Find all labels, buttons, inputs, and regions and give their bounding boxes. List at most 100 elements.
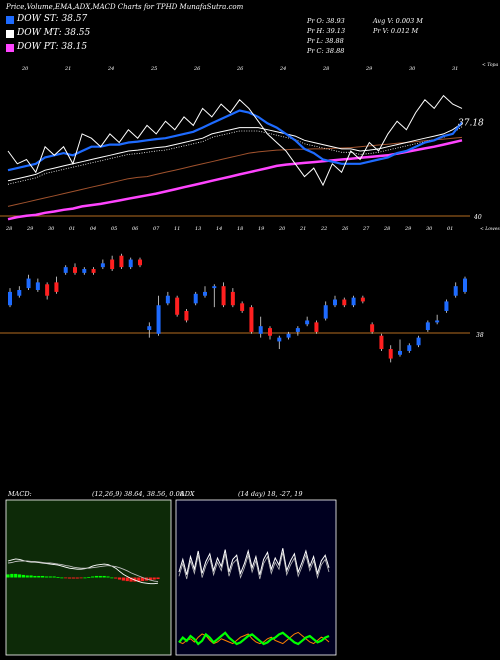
candle-body (193, 293, 198, 304)
top-date-label: 28 (322, 66, 329, 72)
bottom-date-label: 20 (278, 226, 286, 232)
macd-histogram-bar (37, 575, 41, 578)
top-date-label: 30 (409, 66, 416, 72)
candle-body (398, 350, 402, 355)
candle-body (165, 295, 170, 304)
adx-panel: ADX (14 day) 18, -27, 19 (175, 490, 337, 656)
macd-histogram-bar (52, 576, 56, 578)
top-date-label: 26 (193, 66, 201, 72)
candle-body (388, 349, 393, 359)
candle-body (360, 297, 365, 302)
bottom-date-label: 13 (195, 226, 201, 232)
bottom-date-label: 29 (404, 226, 412, 232)
macd-label: MACD: (7, 490, 32, 498)
macd-histogram-bar (64, 577, 68, 579)
candle-body (463, 278, 467, 292)
macd-histogram-bar (14, 573, 18, 578)
bottom-date-label: 22 (320, 226, 327, 232)
candle-body (147, 326, 152, 330)
candle-body (351, 297, 356, 306)
candle-body (333, 299, 337, 306)
candle-body (119, 255, 124, 268)
candle-body (138, 259, 142, 266)
bottom-date-label: 27 (362, 226, 370, 232)
macd-histogram-bar (102, 575, 106, 578)
candle-body (277, 337, 282, 342)
macd-histogram-bar (110, 577, 114, 579)
macd-histogram-bar (152, 577, 156, 580)
adx-di-plus-line (178, 631, 330, 646)
adx-line-shadow (178, 552, 330, 580)
macd-histogram-bar (71, 577, 75, 579)
macd-histogram-bar (137, 577, 141, 582)
macd-histogram-bar (117, 577, 122, 580)
candle-body (342, 299, 347, 306)
stat-avg-volume: Avg V: 0.003 M (373, 17, 423, 25)
macd-histogram-bar (10, 573, 14, 578)
macd-histogram-bar (25, 575, 29, 578)
macd-histogram-bar (133, 577, 137, 582)
candle-body (305, 320, 310, 325)
macd-histogram-bar (91, 576, 95, 578)
top-date-label: 25 (150, 66, 157, 72)
bottom-right-label: < Lowesa (480, 226, 500, 232)
bottom-date-label: 28 (383, 226, 390, 232)
candle-body (425, 322, 430, 330)
candle-body (17, 290, 22, 296)
macd-histogram-bar (67, 577, 72, 579)
stat-high: Pr H: 39.13 (307, 27, 346, 35)
top-date-label: 29 (365, 66, 373, 72)
candle-body (370, 324, 375, 332)
legend-label-mt: DOW MT: 38.55 (17, 28, 91, 38)
macd-histogram-bar (129, 577, 133, 582)
macd-line (7, 558, 159, 585)
bottom-date-label: 06 (132, 226, 139, 232)
macd-histogram-bar (33, 575, 37, 578)
candle-body (212, 286, 217, 289)
bottom-date-label: 29 (26, 226, 34, 232)
legend-swatch-pt (6, 44, 14, 52)
price-level-label: 40 (473, 214, 482, 221)
candle-body (379, 335, 384, 350)
top-right-label: < Topa (482, 62, 498, 68)
legend-label-st: DOW ST: 38.57 (17, 14, 88, 24)
macd-histogram-bar (21, 574, 25, 578)
macd-histogram-bar (17, 574, 22, 578)
macd-histogram-bar (83, 577, 87, 579)
stat-close: Pr C: 38.88 (307, 47, 345, 55)
candle-body (73, 267, 77, 273)
candle-body (184, 310, 189, 321)
macd-histogram-bar (114, 577, 118, 579)
macd-histogram-bar (148, 577, 152, 581)
page-title: Price,Volume,EMA,ADX,MACD Charts for TPH… (6, 3, 244, 11)
top-date-label: 24 (279, 66, 286, 72)
bottom-date-label: 01 (69, 226, 75, 232)
macd-histogram-bar (6, 574, 10, 578)
candle-body (240, 303, 245, 311)
macd-histogram-bar (98, 575, 102, 578)
macd-histogram-bar (56, 576, 60, 578)
macd-histogram-bar (156, 577, 160, 580)
top-date-label: 31 (452, 66, 458, 72)
candle-body (110, 259, 115, 270)
candle-body (91, 269, 96, 273)
candle-body (230, 291, 235, 306)
bottom-date-label: 19 (258, 226, 265, 232)
macd-histogram-bar (87, 576, 91, 578)
stat-volume: Pr V: 0.012 M (373, 27, 419, 35)
bottom-date-label: 30 (426, 226, 433, 232)
macd-histogram-bar (141, 577, 145, 582)
bottom-date-label: 07 (153, 226, 160, 232)
ema-mid-dotted-line (7, 126, 463, 185)
adx-line (178, 548, 330, 576)
macd-histogram-bar (79, 577, 83, 579)
bottom-date-label: 04 (90, 226, 96, 232)
candle-body (82, 269, 87, 273)
ema-long-line (7, 139, 463, 221)
candle-body (295, 328, 300, 332)
adx-di-minus-line (178, 631, 330, 645)
bottom-date-label: 30 (48, 226, 55, 232)
macd-histogram-bar (44, 576, 49, 578)
price-panel: 40 20 21 24 25 26 26 24 28 29 30 31 < Topa 28 29 30 01 04… (0, 62, 500, 232)
